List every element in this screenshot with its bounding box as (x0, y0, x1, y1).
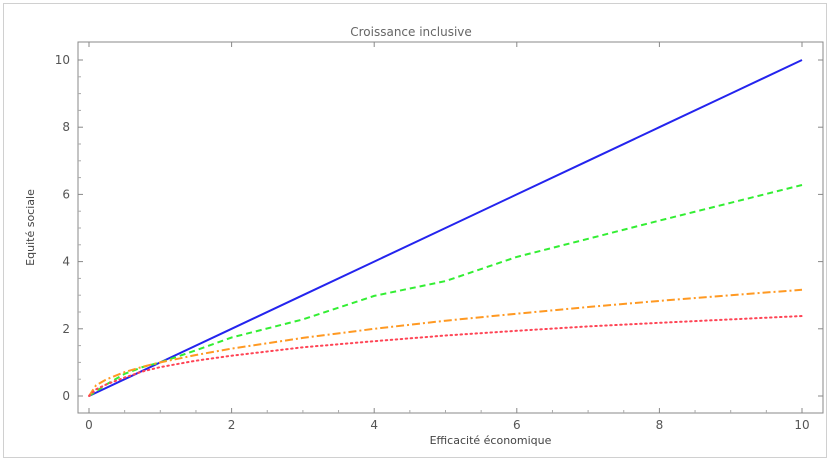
y-tick-label: 0 (62, 389, 70, 403)
series-line-1 (88, 59, 803, 397)
y-axis: 0 2 4 6 8 10 (55, 53, 823, 403)
x-axis: 0 2 4 6 8 10 (85, 42, 810, 432)
y-tick-label: 4 (62, 255, 70, 269)
x-tick-label: 0 (85, 418, 93, 432)
line-chart: Croissance inclusive 0 2 4 6 8 10 0 2 4 6 8 10 Eff… (24, 25, 824, 447)
chart-frame: Croissance inclusive 0 2 4 6 8 10 0 2 4 6 8 10 Eff… (3, 3, 827, 458)
y-tick-label: 2 (62, 322, 70, 336)
plot-area (77, 41, 824, 414)
series-line-3 (88, 288, 803, 397)
series-line-2 (88, 184, 803, 397)
chart-title: Croissance inclusive (350, 25, 472, 39)
y-tick-label: 6 (62, 187, 70, 201)
series-line-4 (88, 315, 803, 397)
y-tick-label: 8 (62, 120, 70, 134)
series-layer (88, 59, 803, 397)
y-axis-label: Equité sociale (24, 189, 37, 266)
x-tick-label: 2 (228, 418, 236, 432)
y-tick-label: 10 (55, 53, 70, 67)
x-tick-label: 6 (513, 418, 521, 432)
x-tick-label: 8 (656, 418, 664, 432)
x-tick-label: 10 (794, 418, 809, 432)
x-tick-label: 4 (370, 418, 378, 432)
x-axis-label: Efficacité économique (430, 434, 552, 447)
